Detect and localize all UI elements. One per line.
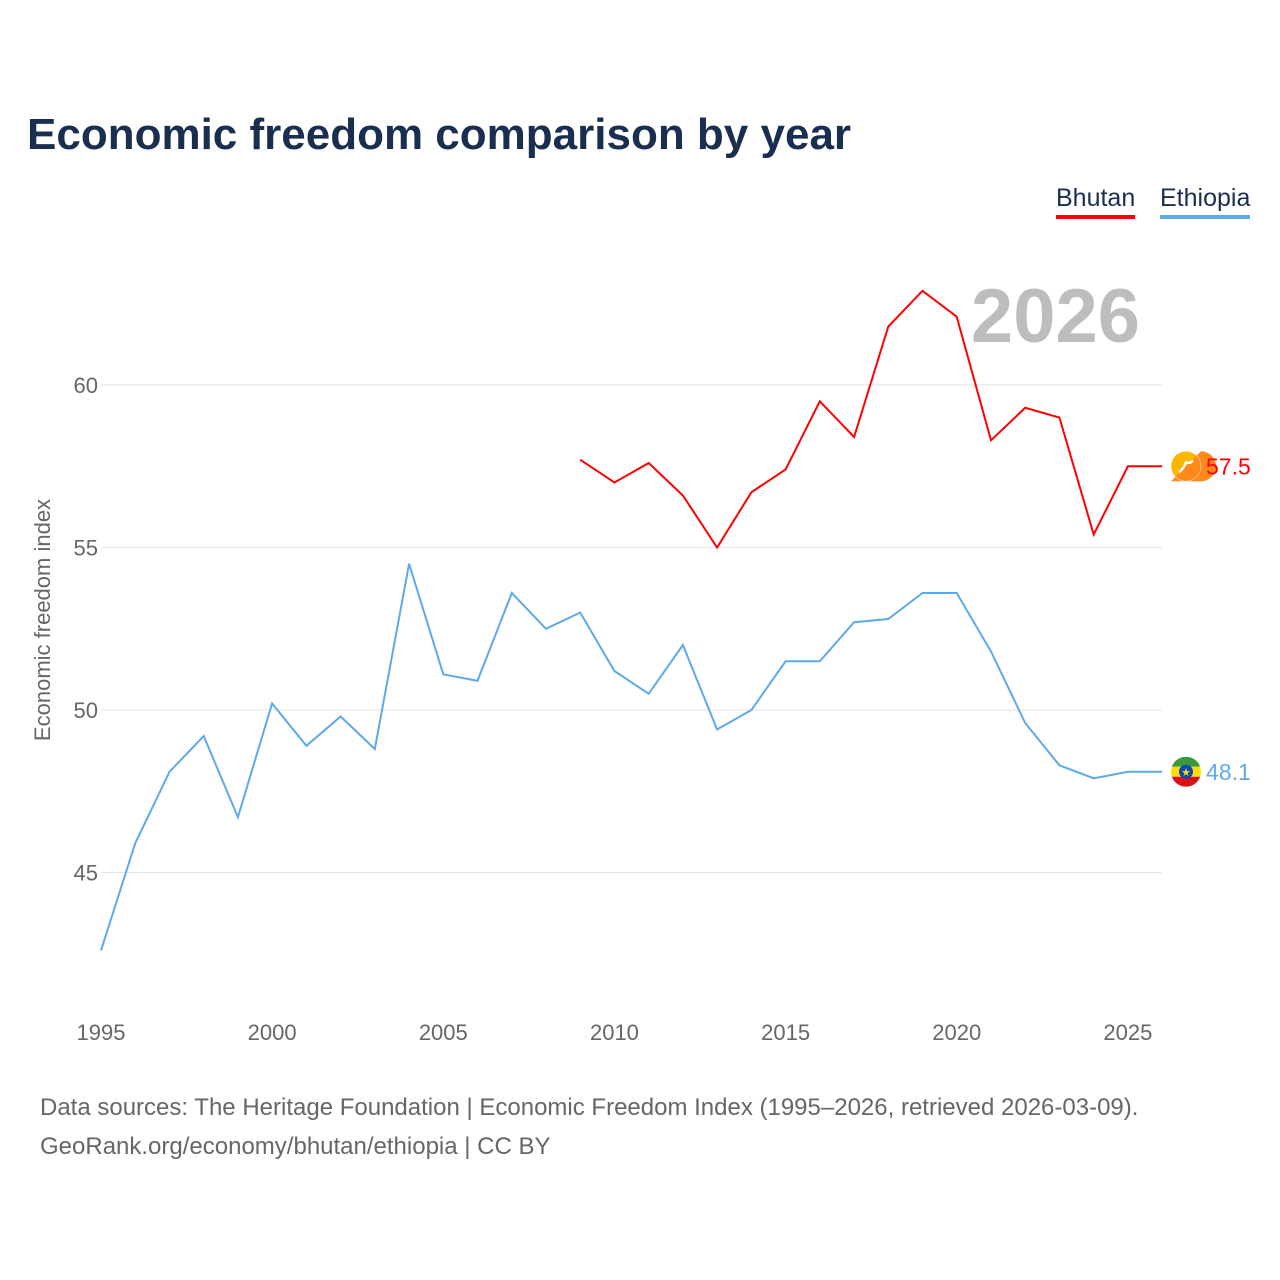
x-tick-label: 2005	[419, 1020, 468, 1045]
bhutan-flag-icon	[1170, 451, 1202, 482]
y-tick-label: 50	[74, 698, 98, 723]
ethiopia-flag-icon	[1171, 776, 1201, 787]
x-tick-label: 1995	[77, 1020, 126, 1045]
source-line-2[interactable]: GeoRank.org/economy/bhutan/ethiopia | CC…	[40, 1133, 551, 1160]
y-tick-label: 60	[74, 373, 98, 398]
x-tick-label: 2020	[932, 1020, 981, 1045]
x-tick-label: 2025	[1103, 1020, 1152, 1045]
end-value-label: 57.5	[1206, 453, 1251, 479]
series-line-bhutan	[579, 289, 1163, 550]
series-line-ethiopia	[100, 563, 1163, 951]
source-line-1: Data sources: The Heritage Foundation | …	[40, 1094, 1139, 1121]
ethiopia-flag-icon	[1171, 756, 1201, 767]
y-tick-label: 45	[74, 861, 98, 886]
y-tick-label: 55	[74, 536, 98, 561]
legend-ethiopia[interactable]: Ethiopia	[1160, 184, 1251, 219]
ethiopia-emblem-icon	[1179, 764, 1193, 779]
x-tick-label: 2010	[590, 1020, 639, 1045]
year-watermark: 2026	[971, 274, 1140, 359]
source-note: Data sources: The Heritage Foundation | …	[40, 1088, 1138, 1166]
legend-bhutan[interactable]: Bhutan	[1056, 184, 1136, 219]
y-axis-label: Economic freedom index	[30, 499, 55, 741]
x-tick-label: 2015	[761, 1020, 810, 1045]
bhutan-flag-icon	[1171, 451, 1217, 482]
end-value-label: 48.1	[1206, 759, 1251, 785]
chart-title: Economic freedom comparison by year	[27, 110, 852, 159]
x-tick-label: 2000	[248, 1020, 297, 1045]
bhutan-dragon-icon	[1178, 459, 1194, 474]
ethiopia-star-icon: ★	[1181, 767, 1191, 779]
